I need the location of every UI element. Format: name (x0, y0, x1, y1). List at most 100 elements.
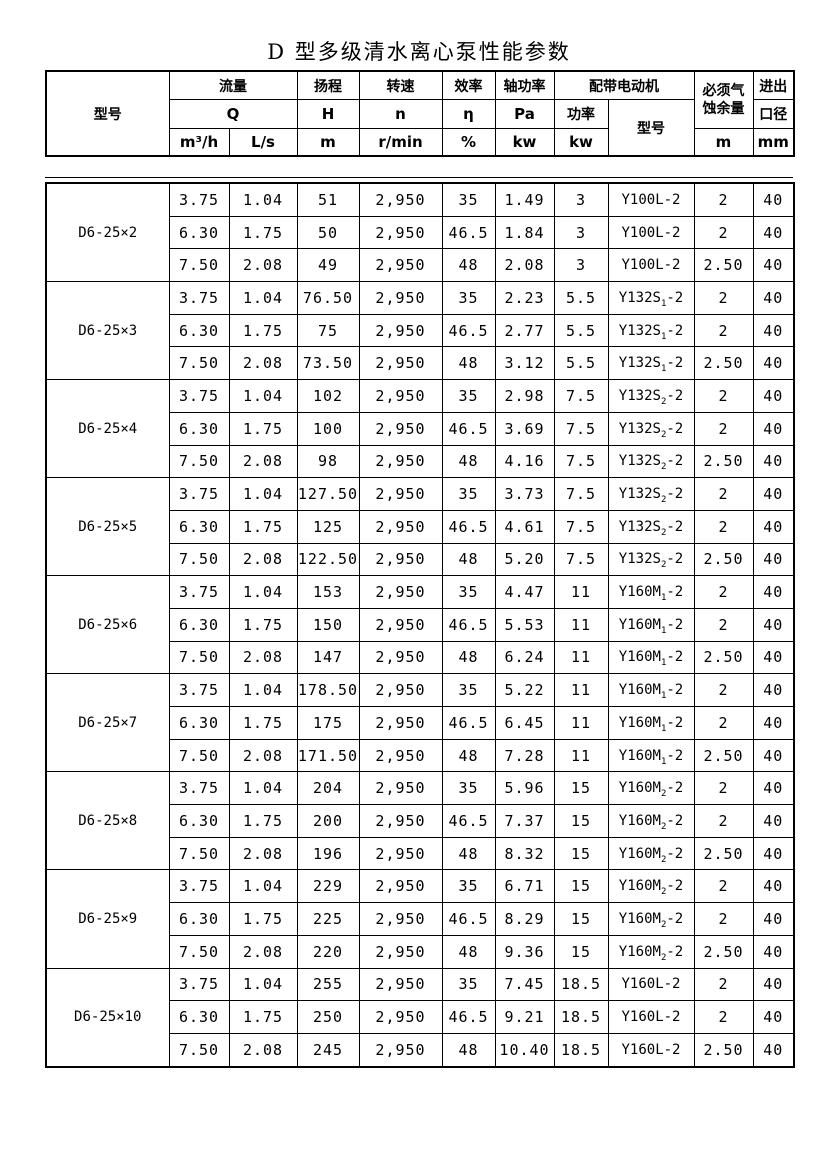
table-cell: 7.50 (168, 248, 230, 283)
header-head-symbol: H (296, 99, 360, 129)
table-row: 6.30 1.75 175 2,950 46.5 6.45 11 Y160M1-2 2 40 (46, 706, 795, 740)
table-cell: 3.73 (494, 477, 555, 511)
table-row: D6-25×3 3.75 1.04 76.50 2,950 35 2.23 5.5 Y132S1… (45, 281, 795, 381)
pump-model-cell: D6-25×8 (45, 771, 170, 871)
table-cell: 11 (553, 738, 609, 773)
header-unit-speed: r/min (358, 128, 443, 157)
table-cell: 7.28 (494, 738, 555, 773)
table-cell: 46.5 (441, 411, 496, 446)
table-cell: 102 (296, 379, 360, 413)
table-cell: 2.08 (228, 934, 298, 969)
table-cell: 35 (441, 869, 496, 904)
table-cell: 40 (752, 934, 795, 969)
table-row: 6.30 1.75 250 2,950 46.5 9.21 18.5 Y160L-2 2 40 (46, 1000, 795, 1034)
table-cell: 2 (693, 215, 754, 250)
table-cell: 7.37 (494, 804, 555, 838)
header-inlet-outlet-top: 进出 (752, 70, 795, 100)
table-cell: 200 (296, 804, 360, 838)
table-cell: 2 (693, 967, 754, 1002)
table-cell: 15 (553, 902, 609, 936)
table-cell: 2,950 (358, 248, 443, 283)
table-cell: 100 (296, 411, 360, 446)
header-pump-model: 型号 (45, 70, 170, 157)
table-cell: 2,950 (358, 379, 443, 413)
table-row: D6-25×10 3.75 1.04 255 2,950 35 7.45 18.5 Y160L-… (45, 967, 795, 1068)
table-cell: 46.5 (441, 509, 496, 544)
table-cell: 11 (553, 673, 609, 707)
table-cell: 40 (752, 575, 795, 609)
table-cell: 2,950 (358, 607, 443, 642)
pump-model-cell: D6-25×7 (45, 673, 170, 773)
table-cell: 4.47 (494, 575, 555, 609)
table-cell: 1.75 (228, 215, 298, 250)
table-cell: 1.75 (228, 607, 298, 642)
motor-model-cell: Y100L-2 (607, 248, 695, 283)
table-cell: 3 (553, 215, 609, 250)
table-row: 7.50 2.08 171.50 2,950 48 7.28 11 Y160M1-2 2.50 4… (46, 738, 795, 773)
header-motor-model: 型号 (607, 99, 695, 157)
table-row: 6.30 1.75 75 2,950 46.5 2.77 5.5 Y132S1-2 2 40 (46, 313, 795, 348)
table-cell: 40 (752, 771, 795, 806)
table-cell: 3 (553, 248, 609, 283)
table-cell: 7.50 (168, 836, 230, 871)
pump-model-cell: D6-25×3 (45, 281, 170, 381)
table-cell: 48 (441, 444, 496, 479)
table-cell: 2,950 (358, 313, 443, 348)
table-cell: 1.75 (228, 804, 298, 838)
table-cell: 40 (752, 444, 795, 479)
table-cell: 46.5 (441, 804, 496, 838)
table-cell: 1.04 (228, 379, 298, 413)
table-row: 7.50 2.08 98 2,950 48 4.16 7.5 Y132S2-2 2.50 40 (46, 444, 795, 479)
table-cell: 1.04 (228, 182, 298, 217)
table-cell: 2,950 (358, 477, 443, 511)
table-cell: 40 (752, 1000, 795, 1034)
table-cell: 2 (693, 281, 754, 315)
data-table-body: D6-25×2 3.75 1.04 51 2,950 35 1.49 3 Y100L-2 2 40 6… (45, 182, 795, 1068)
table-cell: 1.04 (228, 869, 298, 904)
table-cell: 7.50 (168, 1032, 230, 1068)
motor-model-cell: Y132S2-2 (607, 509, 695, 544)
table-cell: 48 (441, 346, 496, 381)
table-cell: 40 (752, 215, 795, 250)
header-unit-shaft-power: kw (494, 128, 555, 157)
table-cell: 3.69 (494, 411, 555, 446)
table-cell: 40 (752, 509, 795, 544)
table-cell: 5.20 (494, 542, 555, 577)
pump-model-cell: D6-25×4 (45, 379, 170, 479)
table-cell: 48 (441, 542, 496, 577)
table-cell: 2,950 (358, 542, 443, 577)
table-cell: 2.08 (494, 248, 555, 283)
table-cell: 2.08 (228, 1032, 298, 1068)
table-cell: 1.75 (228, 411, 298, 446)
motor-model-cell: Y132S2-2 (607, 477, 695, 511)
table-cell: 4.16 (494, 444, 555, 479)
header-unit-efficiency: % (441, 128, 496, 157)
table-cell: 2 (693, 607, 754, 642)
header-motor: 配带电动机 (553, 70, 695, 100)
table-cell: 40 (752, 738, 795, 773)
table-cell: 2 (693, 411, 754, 446)
table-cell: 3.75 (168, 379, 230, 413)
motor-model-cell: Y132S1-2 (607, 313, 695, 348)
table-cell: 8.29 (494, 902, 555, 936)
table-cell: 6.30 (168, 804, 230, 838)
motor-model-cell: Y160M2-2 (607, 804, 695, 838)
table-cell: 35 (441, 281, 496, 315)
motor-model-cell: Y132S2-2 (607, 444, 695, 479)
table-cell: 48 (441, 836, 496, 871)
motor-model-cell: Y132S2-2 (607, 542, 695, 577)
table-cell: 51 (296, 182, 360, 217)
table-cell: 40 (752, 379, 795, 413)
motor-model-cell: Y160M1-2 (607, 706, 695, 740)
table-cell: 11 (553, 575, 609, 609)
table-cell: 35 (441, 182, 496, 217)
table-cell: 1.04 (228, 281, 298, 315)
table-cell: 2 (693, 1000, 754, 1034)
motor-model-cell: Y132S1-2 (607, 346, 695, 381)
table-cell: 2.08 (228, 738, 298, 773)
motor-model-cell: Y160M1-2 (607, 575, 695, 609)
table-cell: 46.5 (441, 902, 496, 936)
header-table: 型号 流量 扬程 转速 效率 轴功率 配带电动机 必须气蚀余量 进出 Q H n… (45, 70, 795, 157)
table-cell: 2,950 (358, 836, 443, 871)
table-row: D6-25×2 3.75 1.04 51 2,950 35 1.49 3 Y100L-2 2 40 (45, 182, 795, 283)
